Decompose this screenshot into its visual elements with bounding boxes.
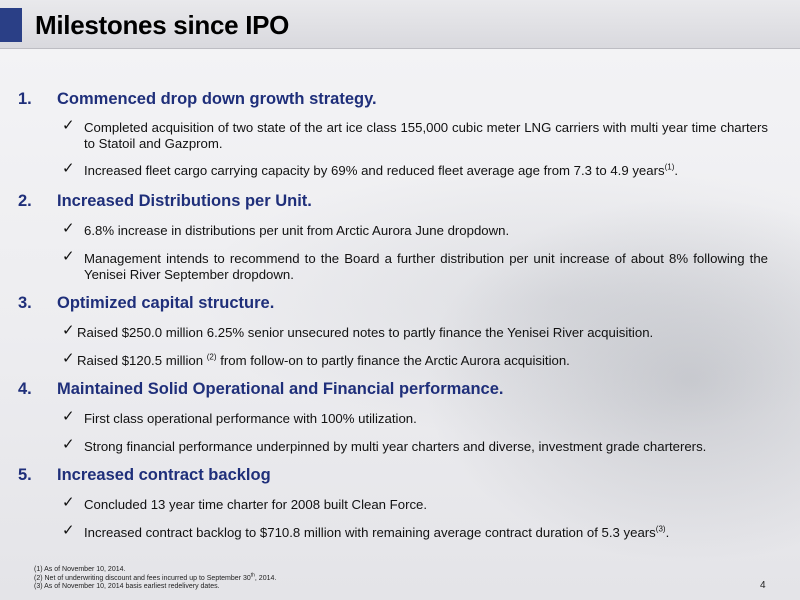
section-heading-text: Maintained Solid Operational and Financi… xyxy=(57,380,504,398)
checkmark-icon: ✓ xyxy=(62,117,75,134)
slide-title: Milestones since IPO xyxy=(35,10,290,40)
bullet-text: 6.8% increase in distributions per unit … xyxy=(84,223,510,238)
checkmark-icon: ✓ xyxy=(62,408,75,425)
section-number: 4. xyxy=(18,380,32,398)
bullet-text: Completed acquisition of two state of th… xyxy=(84,120,768,151)
footnote-ref: (1) xyxy=(664,162,675,172)
section-number: 2. xyxy=(18,192,32,210)
title-bar: Milestones since IPO xyxy=(0,0,800,49)
section-number: 1. xyxy=(18,90,32,108)
checkmark-icon: ✓ xyxy=(62,436,75,453)
page-number: 4 xyxy=(760,580,766,591)
section-number: 3. xyxy=(18,294,32,312)
checkmark-icon: ✓ xyxy=(62,350,75,367)
bullet-text: Concluded 13 year time charter for 2008 … xyxy=(84,497,428,512)
footnote-ref: (2) xyxy=(206,352,217,362)
bullet-text: Raised $120.5 million (2) from follow-on… xyxy=(77,352,570,368)
checkmark-icon: ✓ xyxy=(62,160,75,177)
section-number: 5. xyxy=(18,466,32,484)
footnote-3: (3) As of November 10, 2014 basis earlie… xyxy=(34,583,220,591)
footnote-2: (2) Net of underwriting discount and fee… xyxy=(34,572,277,582)
section-heading-text: Optimized capital structure. xyxy=(57,294,275,312)
checkmark-icon: ✓ xyxy=(62,494,75,511)
bullet-text: Increased contract backlog to $710.8 mil… xyxy=(84,524,670,540)
bullet-text: Management intends to recommend to the B… xyxy=(84,251,768,282)
bullet-text: Increased fleet cargo carrying capacity … xyxy=(84,162,679,178)
section-heading-text: Increased Distributions per Unit. xyxy=(57,192,312,210)
checkmark-icon: ✓ xyxy=(62,248,75,265)
checkmark-icon: ✓ xyxy=(62,522,75,539)
footnote-ref: (3) xyxy=(655,524,666,534)
footnote-1: (1) As of November 10, 2014. xyxy=(34,566,126,573)
bullet-text: Raised $250.0 million 6.25% senior unsec… xyxy=(77,325,654,340)
bullet-text: First class operational performance with… xyxy=(84,411,417,426)
section-heading-text: Increased contract backlog xyxy=(57,466,271,484)
section-heading-text: Commenced drop down growth strategy. xyxy=(57,90,377,108)
checkmark-icon: ✓ xyxy=(62,322,75,339)
checkmark-icon: ✓ xyxy=(62,220,75,237)
footnotes: (1) As of November 10, 2014. (2) Net of … xyxy=(34,566,276,592)
bullet-text: Strong financial performance underpinned… xyxy=(84,439,707,454)
title-accent-bar xyxy=(0,8,22,42)
